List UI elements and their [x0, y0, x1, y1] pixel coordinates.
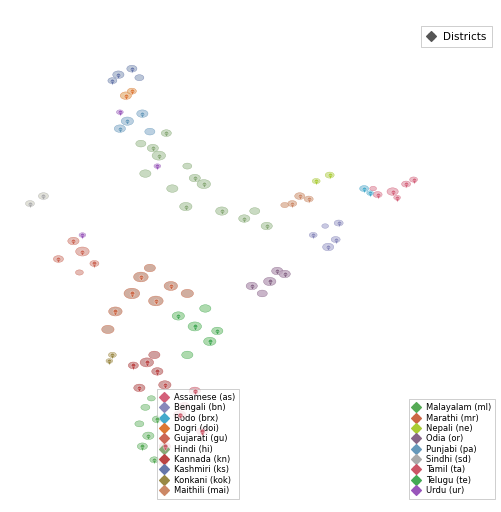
Ellipse shape [139, 170, 151, 177]
Ellipse shape [147, 396, 155, 401]
Ellipse shape [331, 237, 340, 243]
Ellipse shape [68, 237, 79, 245]
Ellipse shape [127, 66, 137, 72]
Ellipse shape [116, 110, 123, 114]
Ellipse shape [393, 195, 400, 200]
Ellipse shape [141, 404, 150, 410]
Ellipse shape [106, 358, 113, 363]
Ellipse shape [181, 289, 193, 297]
Ellipse shape [148, 351, 160, 358]
Ellipse shape [188, 322, 201, 331]
Ellipse shape [304, 196, 313, 202]
Ellipse shape [199, 305, 210, 312]
Ellipse shape [113, 71, 124, 78]
Ellipse shape [79, 233, 86, 237]
Legend: Malayalam (ml), Marathi (mr), Nepali (ne), Odia (or), Punjabi (pa), Sindhi (sd),: Malayalam (ml), Marathi (mr), Nepali (ne… [408, 399, 494, 499]
Ellipse shape [114, 125, 125, 133]
Ellipse shape [161, 130, 171, 137]
Ellipse shape [372, 191, 381, 198]
Ellipse shape [26, 201, 35, 206]
Ellipse shape [369, 186, 376, 191]
Ellipse shape [215, 207, 227, 215]
Ellipse shape [120, 92, 131, 99]
Ellipse shape [401, 181, 410, 187]
Ellipse shape [166, 185, 177, 193]
Ellipse shape [172, 312, 184, 320]
Ellipse shape [127, 88, 136, 94]
Ellipse shape [159, 442, 170, 450]
Ellipse shape [203, 337, 215, 346]
Ellipse shape [321, 224, 328, 228]
Ellipse shape [238, 215, 249, 222]
Ellipse shape [144, 128, 155, 135]
Ellipse shape [197, 180, 210, 188]
Ellipse shape [144, 264, 155, 272]
Ellipse shape [136, 110, 148, 117]
Ellipse shape [124, 288, 139, 298]
Ellipse shape [179, 402, 189, 409]
Ellipse shape [325, 172, 334, 178]
Ellipse shape [173, 411, 186, 419]
Ellipse shape [90, 261, 99, 266]
Ellipse shape [38, 193, 49, 200]
Ellipse shape [245, 282, 257, 290]
Ellipse shape [121, 117, 133, 125]
Ellipse shape [152, 151, 165, 160]
Ellipse shape [279, 270, 290, 278]
Ellipse shape [322, 243, 333, 251]
Ellipse shape [409, 177, 417, 182]
Ellipse shape [189, 174, 200, 182]
Ellipse shape [158, 460, 167, 466]
Ellipse shape [164, 282, 177, 290]
Ellipse shape [211, 327, 222, 335]
Ellipse shape [359, 185, 368, 191]
Ellipse shape [75, 270, 83, 275]
Ellipse shape [309, 232, 317, 238]
Ellipse shape [261, 222, 272, 230]
Ellipse shape [135, 421, 144, 427]
Ellipse shape [294, 193, 304, 200]
Ellipse shape [147, 144, 158, 152]
Ellipse shape [249, 208, 260, 215]
Ellipse shape [108, 352, 116, 357]
Ellipse shape [140, 358, 153, 367]
Ellipse shape [312, 179, 320, 184]
Ellipse shape [102, 325, 114, 333]
Ellipse shape [108, 307, 122, 316]
Ellipse shape [334, 220, 343, 226]
Ellipse shape [137, 443, 147, 450]
Ellipse shape [280, 202, 288, 208]
Ellipse shape [287, 201, 296, 206]
Ellipse shape [154, 164, 160, 168]
Ellipse shape [152, 416, 162, 423]
Ellipse shape [133, 384, 145, 392]
Ellipse shape [182, 163, 191, 169]
Ellipse shape [133, 272, 148, 282]
Ellipse shape [366, 191, 373, 195]
Ellipse shape [76, 247, 89, 256]
Ellipse shape [257, 290, 267, 297]
Ellipse shape [196, 428, 207, 435]
Ellipse shape [151, 368, 163, 375]
Ellipse shape [386, 188, 397, 195]
Ellipse shape [158, 381, 171, 389]
Ellipse shape [179, 202, 191, 210]
Ellipse shape [263, 278, 276, 286]
Ellipse shape [142, 432, 154, 440]
Ellipse shape [181, 351, 192, 358]
Ellipse shape [136, 140, 146, 147]
Ellipse shape [128, 362, 138, 369]
Ellipse shape [148, 296, 163, 306]
Ellipse shape [271, 267, 282, 275]
Ellipse shape [53, 255, 63, 262]
Ellipse shape [135, 75, 144, 81]
Ellipse shape [189, 387, 200, 395]
Ellipse shape [108, 78, 117, 83]
Ellipse shape [150, 457, 158, 463]
